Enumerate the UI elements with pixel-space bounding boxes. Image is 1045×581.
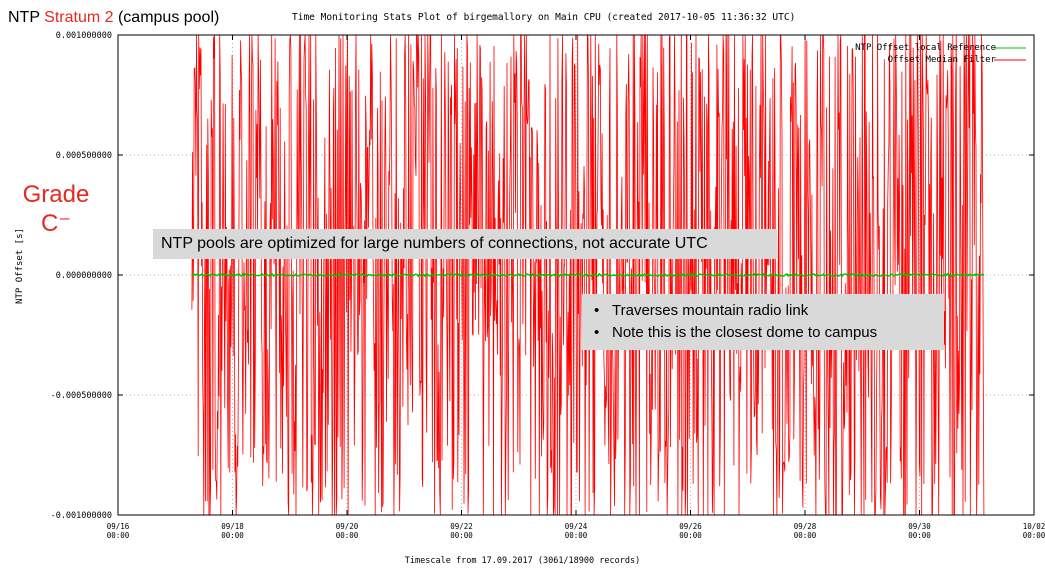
y-tick-label: 0.000500000 xyxy=(56,151,112,161)
x-tick-label: 00:00 xyxy=(679,531,702,540)
slide-title-suffix: (campus pool) xyxy=(113,9,220,26)
x-tick-label: 10/02 xyxy=(1023,522,1045,531)
x-tick-label: 09/24 xyxy=(565,522,588,531)
callout-note-item: Note this is the closest dome to campus xyxy=(594,322,936,344)
y-tick-label: -0.000500000 xyxy=(51,391,112,401)
legend-label-local-reference: NTP Offset local Reference xyxy=(855,43,996,53)
x-tick-label: 09/26 xyxy=(679,522,702,531)
series-ntp-offset-local-reference xyxy=(191,272,985,278)
x-tick-label: 00:00 xyxy=(336,531,359,540)
x-tick-label: 00:00 xyxy=(908,531,931,540)
x-tick-label: 00:00 xyxy=(107,531,130,540)
x-tick-label: 09/22 xyxy=(450,522,473,531)
legend-entry-local-reference: NTP Offset local Reference xyxy=(855,43,996,53)
grade-word: Grade xyxy=(22,181,90,208)
slide-title-stratum: Stratum 2 xyxy=(44,9,114,26)
slide-title: NTP Stratum 2 (campus pool) xyxy=(8,9,219,27)
x-axis-ticks: 09/1600:0009/1800:0009/2000:0009/2200:00… xyxy=(107,35,1045,540)
y-axis-label: NTP Offset [s] xyxy=(15,228,25,304)
chart-title: Time Monitoring Stats Plot of birgemallo… xyxy=(292,12,796,23)
x-tick-label: 09/18 xyxy=(221,522,244,531)
callout-note-item: Traverses mountain radio link xyxy=(594,300,936,322)
x-tick-label: 09/28 xyxy=(794,522,817,531)
slide-title-prefix: NTP xyxy=(8,9,45,26)
y-tick-label: 0.000000000 xyxy=(56,271,112,281)
grade-label: Grade C⁻ xyxy=(8,180,104,238)
x-tick-label: 09/16 xyxy=(107,522,130,531)
series-line-ntp-offset-local-reference xyxy=(191,272,985,278)
x-tick-label: 00:00 xyxy=(221,531,244,540)
x-tick-label: 09/20 xyxy=(336,522,359,531)
x-tick-label: 00:00 xyxy=(1023,531,1045,540)
callout-notes-list: Traverses mountain radio link Note this … xyxy=(590,300,936,344)
x-axis-label: Timescale from 17.09.2017 (3061/18900 re… xyxy=(404,556,641,566)
callout-pools: NTP pools are optimized for large number… xyxy=(153,229,777,259)
grade-value: C⁻ xyxy=(41,210,71,237)
callout-notes: Traverses mountain radio link Note this … xyxy=(582,294,944,350)
y-axis-ticks: 0.001000000 0.000500000 0.000000000 -0.0005… xyxy=(51,31,1034,521)
x-tick-label: 00:00 xyxy=(794,531,817,540)
x-tick-label: 00:00 xyxy=(565,531,588,540)
legend-entry-median-filter: Offset Median Filter xyxy=(888,55,996,65)
legend-label-median-filter: Offset Median Filter xyxy=(887,55,996,65)
x-tick-label: 09/30 xyxy=(908,522,931,531)
y-tick-label: -0.001000000 xyxy=(51,511,112,521)
legend-swatches xyxy=(994,47,1026,61)
x-tick-label: 00:00 xyxy=(450,531,473,540)
y-tick-label: 0.001000000 xyxy=(56,31,112,41)
